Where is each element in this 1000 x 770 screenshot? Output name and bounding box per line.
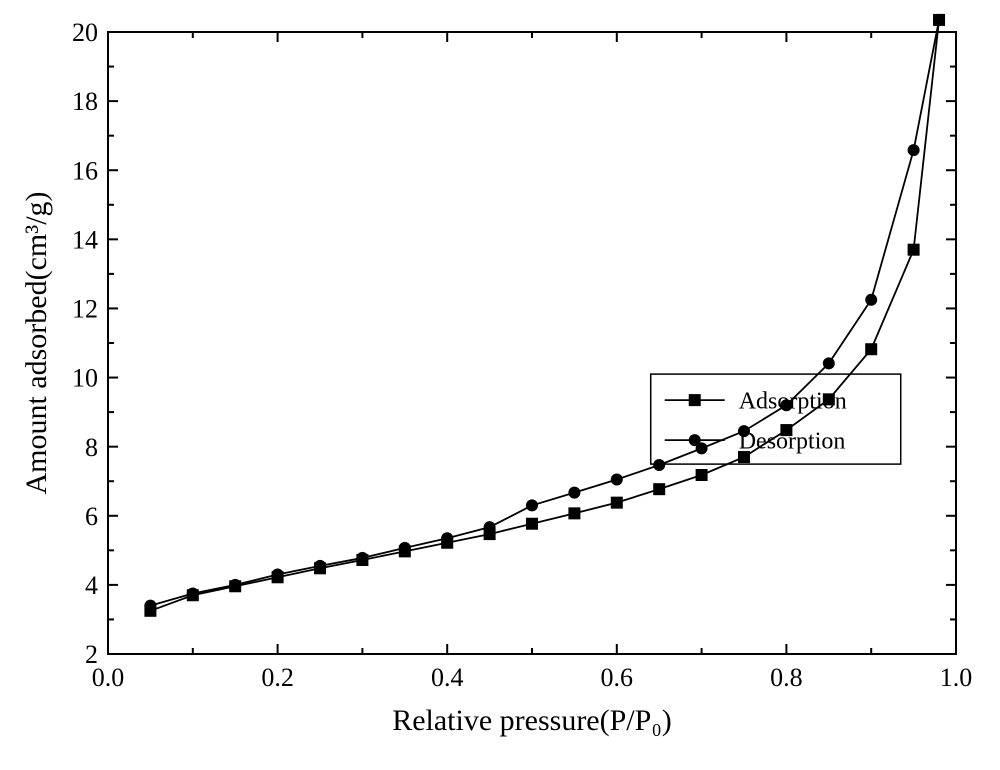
x-tick-label: 0.4 xyxy=(431,663,464,692)
y-tick-label: 10 xyxy=(72,364,98,393)
x-tick-label: 0.2 xyxy=(261,663,294,692)
y-tick-label: 8 xyxy=(85,433,98,462)
y-tick-label: 18 xyxy=(72,87,98,116)
x-tick-label: 0.8 xyxy=(770,663,803,692)
y-tick-label: 12 xyxy=(72,295,98,324)
y-axis-label: Amount adsorbed(cm³/g) xyxy=(20,191,53,494)
x-tick-label: 0.6 xyxy=(601,663,634,692)
y-tick-label: 4 xyxy=(85,571,98,600)
x-axis-label: Relative pressure(P/P₀) xyxy=(392,704,672,737)
legend-label: Adsorption xyxy=(739,389,847,415)
y-tick-label: 20 xyxy=(72,18,98,47)
legend-label: Desorption xyxy=(739,429,846,455)
y-tick-label: 2 xyxy=(85,640,98,669)
x-tick-label: 1.0 xyxy=(940,663,973,692)
y-tick-label: 16 xyxy=(72,156,98,185)
isotherm-chart: 0.00.20.40.60.81.02468101214161820Relati… xyxy=(0,0,1000,770)
y-tick-label: 6 xyxy=(85,502,98,531)
y-tick-label: 14 xyxy=(72,225,98,254)
